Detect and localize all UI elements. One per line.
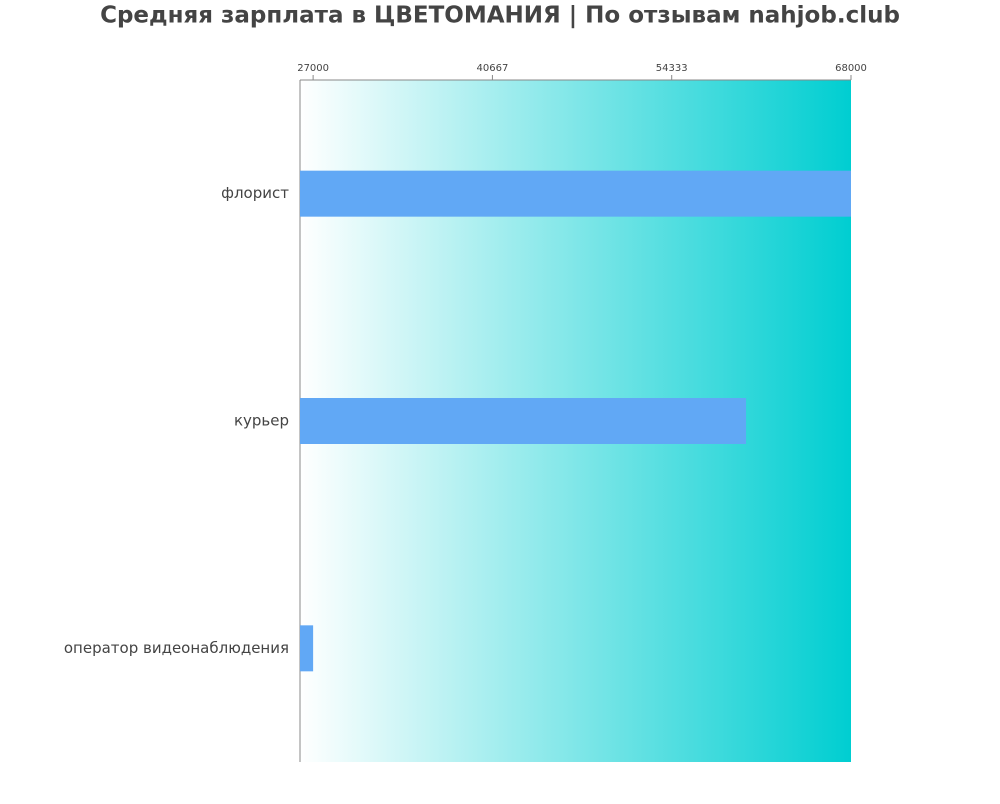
x-tick-label: 68000 [835, 63, 867, 74]
y-tick-label: оператор видеонаблюдения [64, 639, 289, 657]
bar [300, 625, 314, 672]
y-tick-label: флорист [221, 184, 289, 202]
chart-title: Средняя зарплата в ЦВЕТОМАНИЯ | По отзыв… [100, 3, 900, 29]
bar [300, 398, 747, 444]
x-tick-label: 27000 [297, 63, 329, 74]
y-tick-label: курьер [234, 412, 289, 430]
x-tick-label: 54333 [656, 63, 688, 74]
bar [300, 170, 851, 217]
x-tick-label: 40667 [477, 63, 509, 74]
